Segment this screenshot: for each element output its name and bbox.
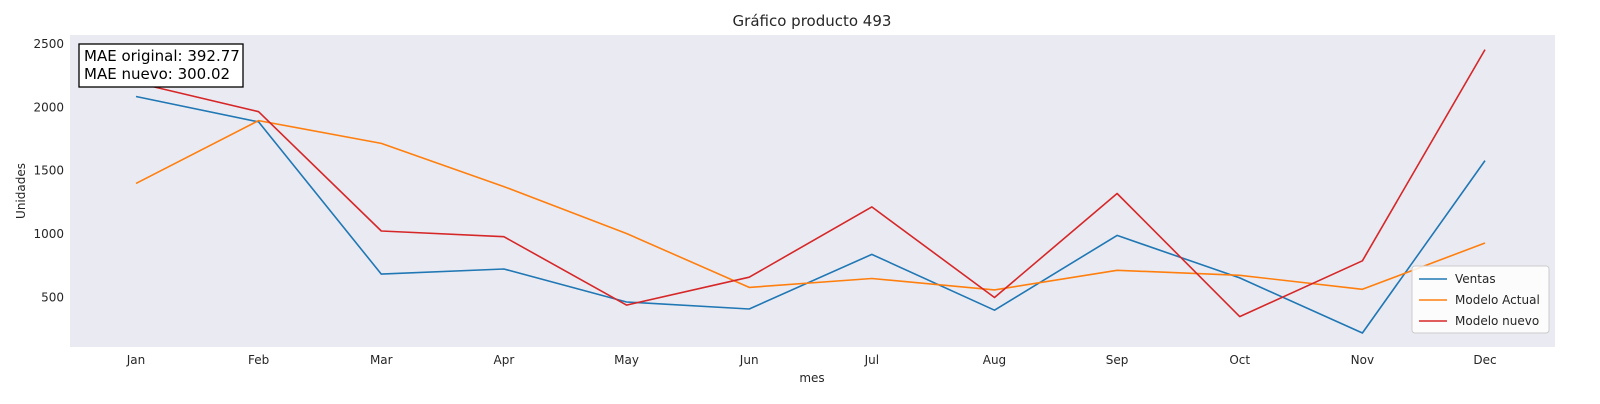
- x-tick-label: Nov: [1351, 353, 1374, 367]
- y-tick-label: 1000: [33, 227, 64, 241]
- x-tick-label: Jul: [864, 353, 879, 367]
- x-tick-label: May: [614, 353, 639, 367]
- annotation-mae-original: MAE original: 392.77: [84, 47, 240, 65]
- plot-area: [70, 35, 1555, 347]
- y-tick-label: 500: [41, 291, 64, 305]
- legend: Ventas Modelo Actual Modelo nuevo: [1411, 265, 1550, 334]
- x-tick-label: Jan: [126, 353, 146, 367]
- series-lines: [135, 49, 1486, 334]
- x-tick-label: Apr: [494, 353, 515, 367]
- x-tick-label: Sep: [1106, 353, 1129, 367]
- series-line-ventas: [135, 95, 1486, 334]
- y-tick-label: 2000: [33, 100, 64, 114]
- x-tick-label: Jun: [739, 353, 759, 367]
- x-tick-label: Dec: [1473, 353, 1496, 367]
- legend-label: Ventas: [1455, 272, 1496, 286]
- y-tick-label: 1500: [33, 164, 64, 178]
- x-tick-label: Feb: [248, 353, 269, 367]
- y-axis-label: Unidades: [14, 163, 28, 219]
- mae-annotation-box: MAE original: 392.77 MAE nuevo: 300.02: [78, 43, 244, 88]
- legend-label: Modelo nuevo: [1455, 314, 1539, 328]
- annotation-mae-nuevo: MAE nuevo: 300.02: [84, 65, 230, 83]
- chart-title: Gráfico producto 493: [733, 12, 892, 30]
- x-axis-label: mes: [799, 371, 824, 385]
- x-tick-label: Aug: [983, 353, 1006, 367]
- annotation-frame: [78, 43, 244, 88]
- legend-label: Modelo Actual: [1455, 293, 1540, 307]
- y-tick-label: 2500: [33, 37, 64, 51]
- legend-frame: [1411, 265, 1550, 334]
- y-tick-labels: 500 1000 1500 2000 2500: [33, 37, 64, 305]
- series-line-modelo-nuevo: [135, 49, 1486, 318]
- series-line-modelo-actual: [135, 119, 1486, 291]
- x-tick-labels: Jan Feb Mar Apr May Jun Jul Aug Sep Oct Nov Dec: [126, 353, 1497, 367]
- x-tick-label: Oct: [1229, 353, 1250, 367]
- x-tick-label: Mar: [370, 353, 393, 367]
